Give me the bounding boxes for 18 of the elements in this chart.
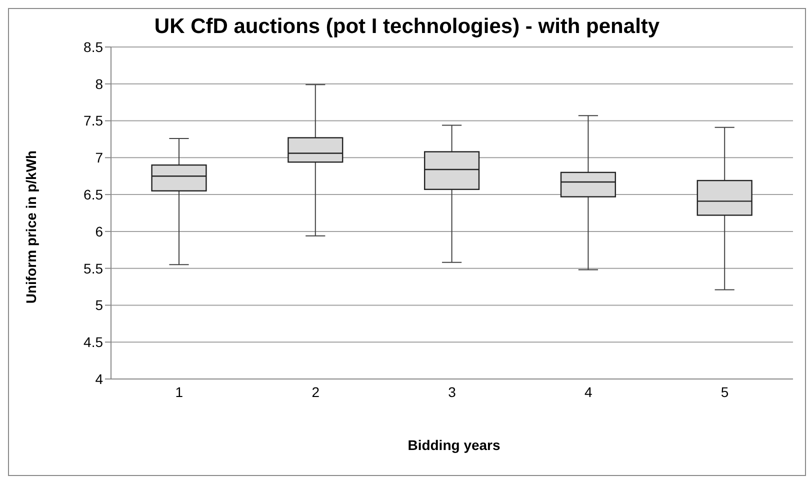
y-tick-label: 5 [95,297,104,314]
x-tick-label: 3 [448,384,456,400]
y-tick-label: 4.5 [84,334,104,350]
y-tick-label: 6 [95,223,104,240]
y-tick-label: 7.5 [84,112,104,129]
x-tick-label: 1 [175,384,184,400]
x-tick-label: 5 [720,384,729,400]
y-tick-label: 7 [95,150,104,166]
x-tick-label: 2 [312,384,320,400]
y-tick-label: 5.5 [84,260,104,276]
chart-title: UK CfD auctions (pot I technologies) - with penalty [153,15,661,39]
x-tick-label: 4 [584,384,592,400]
y-tick-label: 6.5 [84,186,104,203]
y-tick-label: 8 [95,76,104,92]
x-axis-title: Bidding years [406,437,502,453]
y-axis-title: Uniform price in p/kWh [23,150,39,304]
y-tick-label: 4 [95,370,104,387]
y-tick-label: 8.5 [84,38,104,55]
